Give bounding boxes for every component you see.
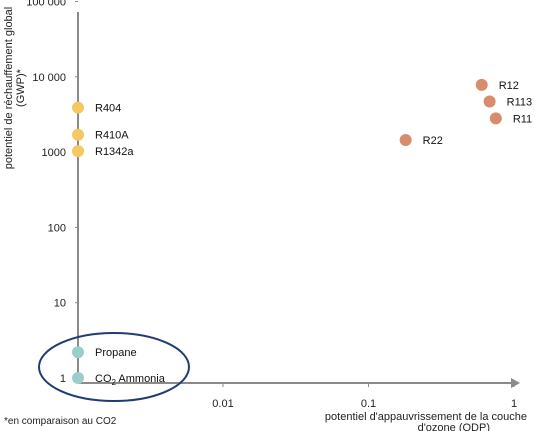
data-point (72, 372, 84, 384)
y-tick-label: 1000 (42, 147, 66, 159)
data-points (72, 78, 502, 384)
y-tick-label: 1 (60, 373, 66, 385)
x-tick-label: 0.1 (361, 398, 376, 410)
data-point (475, 78, 488, 91)
data-point-label: CO2 Ammonia (95, 373, 166, 387)
data-point (489, 112, 502, 125)
x-axis-label: potentiel d'appauvrissement de la couche… (325, 411, 527, 431)
data-point (72, 145, 84, 158)
data-point-label: R11 (513, 113, 532, 125)
data-point (72, 101, 84, 114)
y-tick-label: 100 (48, 222, 66, 234)
x-axis-arrow (511, 378, 520, 388)
data-point (399, 133, 412, 146)
data-point-label: R404 (95, 103, 121, 115)
y-axis-label: potentiel de réchauffement global(GWP)* (3, 7, 27, 169)
x-tick-label: 0.01 (212, 398, 233, 410)
y-tick-label: 100 000 (26, 0, 66, 9)
data-point-label: Propane (95, 347, 137, 359)
point-labels: R404 R410A R1342a R12 R113 R11 R22 Propane CO2 A… (95, 80, 532, 387)
tick-labels: 1 10 100 1000 10 000 100 000 0.01 0.1 1 (26, 0, 517, 410)
data-point (72, 346, 84, 359)
data-point-label: R22 (423, 135, 443, 147)
data-point-label: R113 (507, 96, 532, 108)
y-tick-label: 10 (54, 298, 66, 310)
data-point-label: R12 (499, 80, 519, 92)
data-point-label: R410A (95, 130, 129, 142)
data-point-label: R1342a (95, 146, 134, 158)
data-point (483, 95, 496, 108)
x-tick-label: 1 (511, 398, 517, 410)
axes (75, 1, 520, 388)
highlight-ellipse (38, 332, 190, 402)
footnote: *en comparaison au CO2 (4, 416, 117, 427)
data-point (72, 128, 84, 141)
y-tick-label: 10 000 (32, 72, 66, 84)
